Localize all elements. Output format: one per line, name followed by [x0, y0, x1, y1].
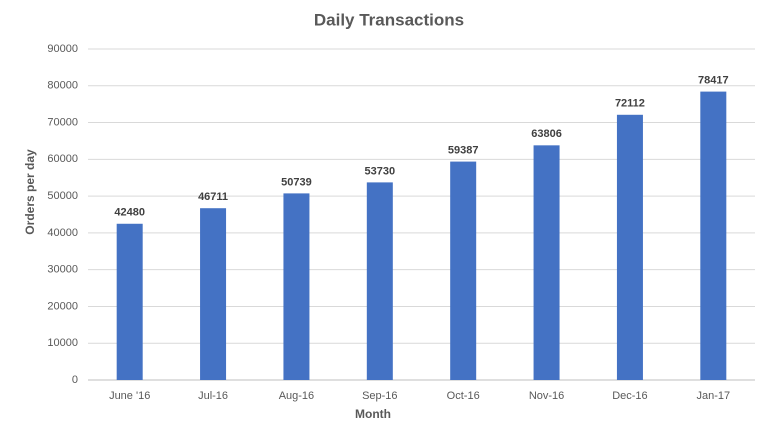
x-tick-label: Jul-16: [198, 390, 228, 402]
y-tick-label: 0: [72, 374, 78, 386]
y-tick-label: 80000: [47, 80, 78, 92]
y-tick-label: 70000: [47, 116, 78, 128]
data-label: 59387: [448, 144, 479, 156]
data-label: 42480: [114, 207, 145, 219]
x-axis-title: Month: [355, 407, 391, 421]
bar: [700, 91, 727, 380]
x-tick-label: June '16: [109, 390, 150, 402]
x-tick-label: Jan-17: [696, 390, 730, 402]
y-tick-label: 10000: [47, 337, 78, 349]
data-label: 72112: [615, 98, 645, 110]
x-tick-label: Sep-16: [362, 390, 397, 402]
data-label: 50739: [281, 176, 312, 188]
bar: [616, 114, 643, 380]
bar: [533, 145, 560, 380]
data-label: 53730: [365, 165, 396, 177]
x-tick-label: Nov-16: [529, 390, 564, 402]
bar: [366, 182, 393, 380]
x-tick-label: Oct-16: [447, 390, 480, 402]
chart-title: Daily Transactions: [314, 10, 464, 29]
y-tick-label: 50000: [47, 190, 78, 202]
data-label: 78417: [698, 75, 729, 87]
x-tick-label: Aug-16: [279, 390, 314, 402]
data-label: 63806: [531, 128, 562, 140]
y-tick-label: 30000: [47, 264, 78, 276]
bar: [116, 223, 143, 380]
bar: [450, 161, 477, 380]
bar: [283, 193, 310, 380]
y-tick-label: 60000: [47, 153, 78, 165]
y-axis-title: Orders per day: [23, 149, 37, 235]
y-tick-label: 20000: [47, 300, 78, 312]
y-tick-label: 40000: [47, 227, 78, 239]
x-tick-label: Dec-16: [612, 390, 647, 402]
data-label: 46711: [198, 191, 228, 203]
bar: [200, 208, 227, 380]
y-tick-label: 90000: [47, 43, 78, 55]
